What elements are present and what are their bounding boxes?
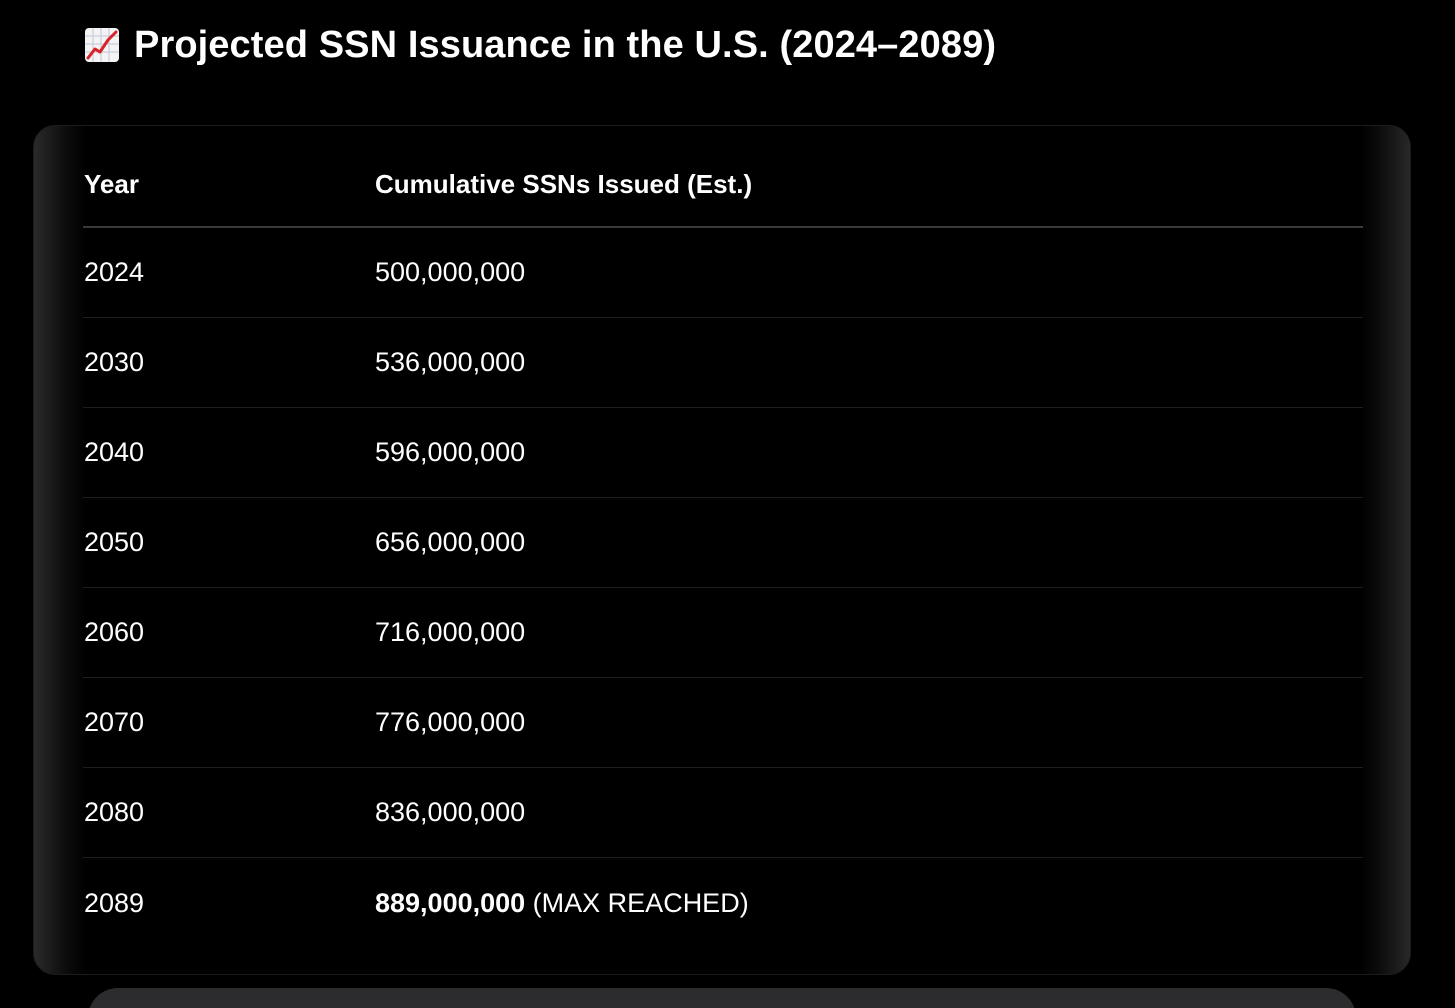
column-header-cumulative: Cumulative SSNs Issued (Est.) <box>375 168 753 199</box>
table-row: 2060 716,000,000 <box>83 588 1363 678</box>
value-cell: 500,000,000 <box>375 257 526 287</box>
page-title: Projected SSN Issuance in the U.S. (2024… <box>134 23 997 66</box>
table-row: 2024 500,000,000 <box>83 228 1363 318</box>
year-cell: 2024 <box>84 257 145 287</box>
year-cell: 2040 <box>84 437 145 467</box>
max-reached-note: (MAX REACHED) <box>532 887 749 918</box>
table-container[interactable]: Year Cumulative SSNs Issued (Est.) 2024 … <box>33 125 1411 975</box>
table-row: 2089 889,000,000 (MAX REACHED) <box>83 858 1363 948</box>
year-cell: 2030 <box>84 347 145 377</box>
year-cell: 2089 <box>84 887 145 918</box>
column-header-year: Year <box>84 168 139 199</box>
table-row: 2080 836,000,000 <box>83 768 1363 858</box>
year-cell: 2050 <box>84 527 145 557</box>
table-row: 2040 596,000,000 <box>83 408 1363 498</box>
value-cell: 776,000,000 <box>375 707 526 737</box>
table-header-row: Year Cumulative SSNs Issued (Est.) <box>83 126 1363 228</box>
value-cell: 716,000,000 <box>375 617 526 647</box>
year-cell: 2060 <box>84 617 145 647</box>
value-cell: 836,000,000 <box>375 797 526 827</box>
data-table: Year Cumulative SSNs Issued (Est.) 2024 … <box>83 126 1363 948</box>
value-cell: 536,000,000 <box>375 347 526 377</box>
message-composer[interactable] <box>88 988 1356 1008</box>
table-row: 2070 776,000,000 <box>83 678 1363 768</box>
table-row: 2030 536,000,000 <box>83 318 1363 408</box>
table-row: 2050 656,000,000 <box>83 498 1363 588</box>
year-cell: 2080 <box>84 797 145 827</box>
section-heading: Projected SSN Issuance in the U.S. (2024… <box>84 22 996 68</box>
value-cell: 889,000,000 (MAX REACHED) <box>375 888 1363 919</box>
chart-increasing-icon <box>84 27 120 63</box>
max-value: 889,000,000 <box>375 887 526 918</box>
value-cell: 596,000,000 <box>375 437 526 467</box>
year-cell: 2070 <box>84 707 145 737</box>
value-cell: 656,000,000 <box>375 527 526 557</box>
